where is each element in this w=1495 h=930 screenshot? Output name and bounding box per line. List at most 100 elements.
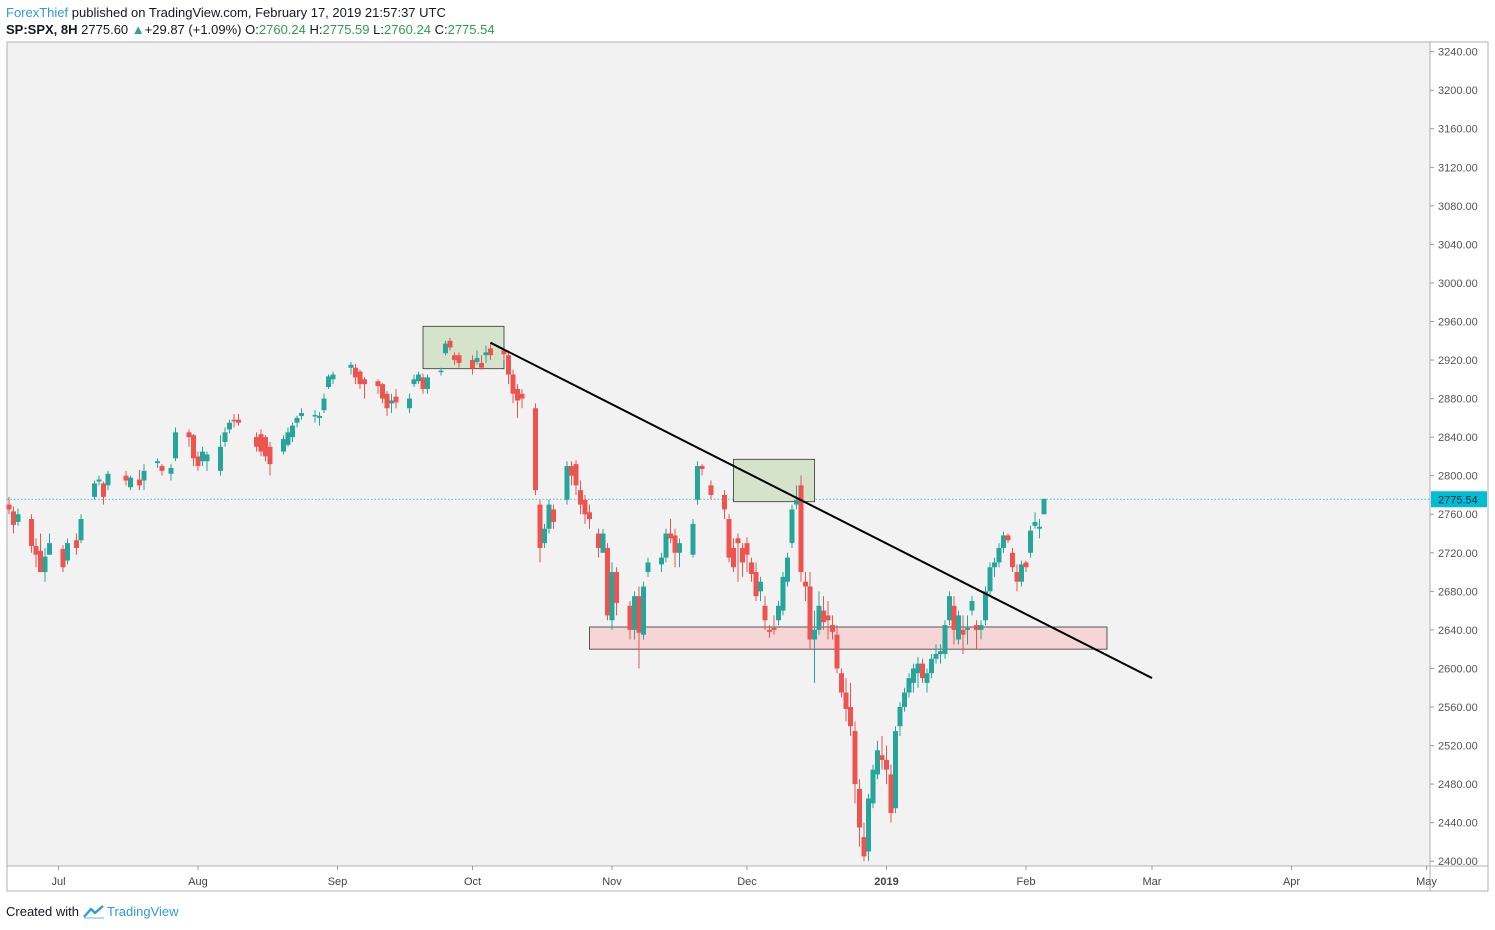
- candle: [330, 371, 336, 385]
- candle-body: [699, 466, 705, 469]
- candle: [798, 475, 804, 582]
- candle: [1019, 560, 1024, 587]
- candle-body: [258, 434, 264, 452]
- candle-body: [384, 393, 390, 409]
- candle-body: [974, 625, 979, 630]
- candle-body: [330, 374, 336, 380]
- candle-body: [929, 658, 934, 674]
- y-tick-label: 2760.00: [1438, 509, 1478, 521]
- candle: [785, 552, 790, 587]
- candle: [600, 528, 606, 553]
- candle-body: [1023, 562, 1029, 568]
- candle: [155, 458, 160, 468]
- candle-body: [78, 519, 84, 541]
- candle: [915, 656, 921, 688]
- candle-body: [947, 596, 952, 621]
- support-zone: [589, 626, 1108, 650]
- candle-body: [123, 475, 129, 481]
- candle: [609, 562, 615, 630]
- candle: [924, 668, 930, 693]
- candle: [393, 388, 399, 409]
- candle-body: [825, 615, 831, 621]
- candle-body: [420, 377, 426, 389]
- candle: [141, 464, 147, 491]
- candle-body: [380, 384, 385, 399]
- candle: [749, 557, 754, 582]
- candle-body: [452, 355, 457, 361]
- author-link[interactable]: ForexThief: [6, 5, 69, 20]
- candle: [452, 352, 457, 365]
- candle-body: [627, 605, 633, 630]
- candle-body: [605, 547, 610, 616]
- candle: [74, 533, 79, 555]
- candle-body: [866, 798, 871, 852]
- x-tick-label: Feb: [1017, 876, 1036, 888]
- created-with-text: Created with: [6, 904, 79, 919]
- candle-body: [267, 446, 273, 465]
- candle-body: [636, 596, 642, 633]
- candle-body: [875, 750, 880, 775]
- candle: [852, 721, 858, 804]
- candle-body: [902, 692, 907, 707]
- open-value: 2760.24: [258, 22, 306, 37]
- candle-body: [794, 499, 799, 505]
- y-tick-label: 2640.00: [1438, 625, 1478, 637]
- candle-body: [168, 467, 174, 474]
- candle-body: [614, 572, 619, 603]
- candle: [627, 600, 633, 640]
- candle: [695, 461, 700, 505]
- candle: [420, 373, 426, 394]
- candle-body: [474, 358, 480, 362]
- candle: [767, 625, 772, 638]
- candle-body: [888, 774, 894, 813]
- candle-body: [690, 523, 696, 555]
- candle: [587, 504, 592, 529]
- tradingview-brand-link[interactable]: TradingView: [106, 904, 179, 919]
- candle-body: [645, 562, 651, 573]
- candle: [879, 735, 885, 770]
- candle: [168, 464, 174, 481]
- candle: [848, 682, 853, 736]
- candle: [1010, 547, 1015, 573]
- candle: [825, 600, 831, 640]
- candle-body: [353, 367, 358, 378]
- ohlc-legend: SP:SPX, 8H 2775.60 ▲+29.87 (+1.09%) O:27…: [6, 22, 495, 37]
- high-value: 2775.59: [322, 22, 370, 37]
- candle: [159, 464, 165, 476]
- candle-body: [362, 379, 367, 385]
- candle: [218, 435, 223, 476]
- candle-body: [834, 634, 840, 669]
- x-tick-label: 2019: [874, 876, 898, 888]
- y-tick-label: 2480.00: [1438, 779, 1478, 791]
- y-tick-label: 2560.00: [1438, 702, 1478, 714]
- candle: [659, 552, 664, 573]
- up-arrow-icon: ▲: [131, 22, 145, 37]
- candle-body: [515, 388, 520, 401]
- candle: [1032, 512, 1038, 529]
- candle-body: [38, 550, 43, 573]
- candle-body: [776, 605, 781, 621]
- candle-body: [443, 343, 448, 354]
- candle-body: [641, 586, 646, 635]
- candle: [321, 393, 327, 414]
- candle-body: [578, 490, 583, 505]
- candle-body: [753, 572, 759, 597]
- candle: [105, 470, 111, 491]
- candle: [1037, 519, 1042, 539]
- candle-body: [11, 511, 16, 525]
- candle: [569, 461, 574, 486]
- candle-body: [105, 473, 111, 486]
- candle: [515, 384, 520, 418]
- candle: [789, 504, 795, 548]
- candle: [384, 390, 390, 416]
- x-tick-label: Dec: [737, 876, 757, 888]
- y-tick-label: 3120.00: [1438, 162, 1478, 174]
- last-price-tag: [1431, 491, 1487, 508]
- price-chart[interactable]: 3240.00 3200.00 3160.00 3120.00 3080.00 3040.…: [0, 0, 1495, 900]
- x-tick-label: Jul: [51, 876, 65, 888]
- candle-body: [600, 533, 606, 553]
- candle-body: [479, 362, 484, 368]
- candle: [137, 469, 142, 491]
- candle: [191, 434, 196, 467]
- candle-body: [933, 653, 939, 659]
